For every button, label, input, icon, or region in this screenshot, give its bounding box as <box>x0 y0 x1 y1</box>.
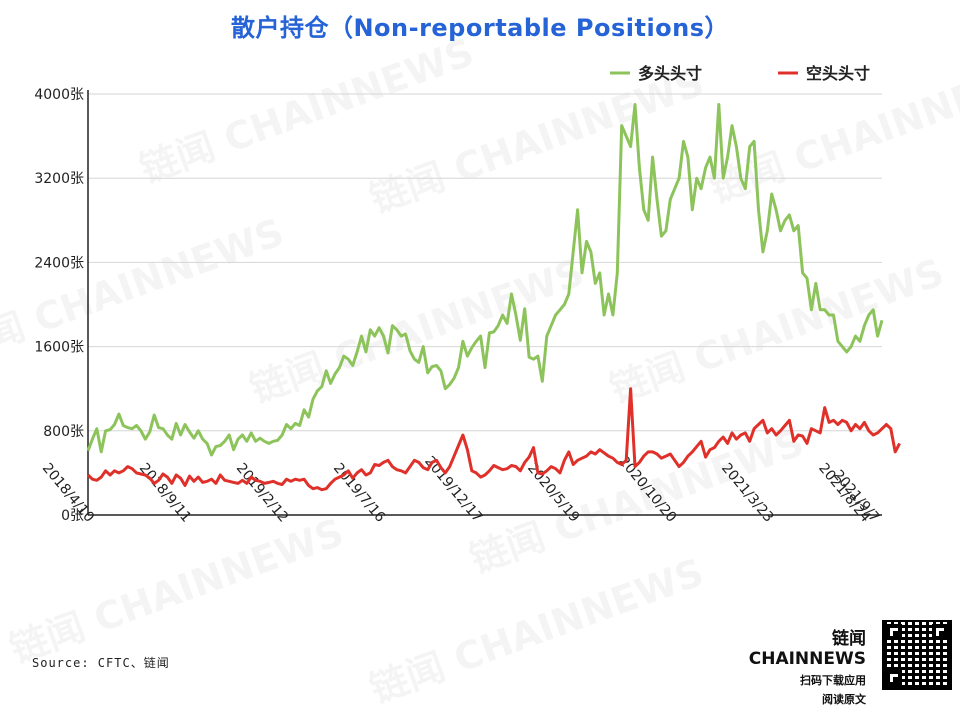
y-tick-label: 3200张 <box>34 171 84 187</box>
legend-label: 空头头寸 <box>806 64 870 83</box>
legend-label: 多头头寸 <box>638 64 702 83</box>
x-tick-label: 2018/9/11 <box>136 460 194 525</box>
grid-lines <box>88 93 882 432</box>
legend: 多头头寸 空头头寸 <box>610 64 870 83</box>
series-line <box>86 103 884 457</box>
x-tick-label: 2020/5/19 <box>524 460 582 525</box>
x-tick-label: 2021/3/23 <box>718 460 776 525</box>
y-tick-label: 4000张 <box>34 87 84 103</box>
x-tick-label: 2019/2/12 <box>233 460 291 525</box>
brand-block: 链闻 CHAINNEWS 扫码下载应用 阅读原文 <box>720 624 866 707</box>
brand-download-text: 扫码下载应用 <box>800 674 866 687</box>
brand-name: 链闻 CHAINNEWS <box>748 629 866 669</box>
chart-title: 散户持仓（Non-reportable Positions） <box>230 14 730 42</box>
brand-read-text: 阅读原文 <box>822 693 866 706</box>
y-tick-label: 2400张 <box>34 255 84 271</box>
y-tick-label: 0张 <box>61 508 84 524</box>
source-note: Source: CFTC、链闻 <box>32 656 170 670</box>
series-line <box>86 387 901 492</box>
series-lines <box>86 103 901 492</box>
y-tick-label: 1600张 <box>34 340 84 356</box>
qr-code[interactable] <box>882 620 952 690</box>
y-tick-label: 800张 <box>43 424 84 440</box>
